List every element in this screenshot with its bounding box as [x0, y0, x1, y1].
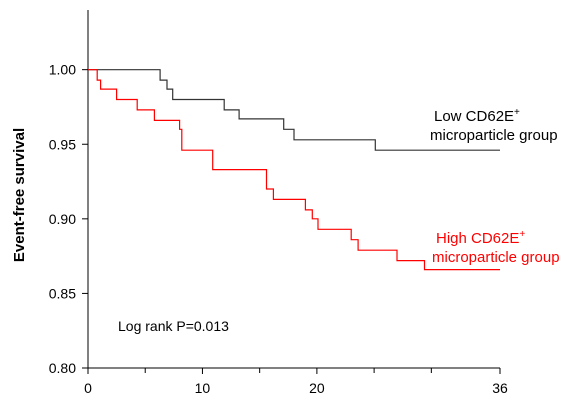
y-tick-label: 0.80 — [49, 360, 76, 376]
y-tick-label: 0.95 — [49, 136, 76, 152]
x-tick-label: 36 — [492, 380, 508, 396]
low-group-label-superscript: + — [514, 107, 520, 118]
low-group-label-text: Low CD62E — [434, 108, 514, 125]
high-group-line — [88, 69, 500, 271]
y-tick-label: 0.85 — [49, 285, 76, 301]
y-tick-label: 0.90 — [49, 211, 76, 227]
low-group-label-line2: microparticle group — [430, 127, 558, 144]
series-lines — [88, 69, 500, 271]
ticks: 0.80 0.85 0.90 0.95 1.00 0 10 20 36 — [49, 62, 508, 396]
axes — [87, 10, 500, 369]
high-group-label-line1: High CD62E+ — [436, 229, 525, 247]
x-tick-label: 0 — [84, 380, 92, 396]
y-tick-label: 1.00 — [49, 62, 76, 78]
high-group-label-line2: microparticle group — [432, 249, 560, 266]
x-tick-label: 20 — [309, 380, 325, 396]
y-axis-title: Event-free survival — [11, 128, 28, 262]
x-tick-label: 10 — [195, 380, 211, 396]
high-group-label-text: High CD62E — [436, 230, 519, 247]
low-group-line — [88, 69, 500, 151]
log-rank-annotation: Log rank P=0.013 — [118, 318, 229, 334]
high-group-label-superscript: + — [519, 229, 525, 240]
low-group-label-line1: Low CD62E+ — [434, 107, 520, 125]
